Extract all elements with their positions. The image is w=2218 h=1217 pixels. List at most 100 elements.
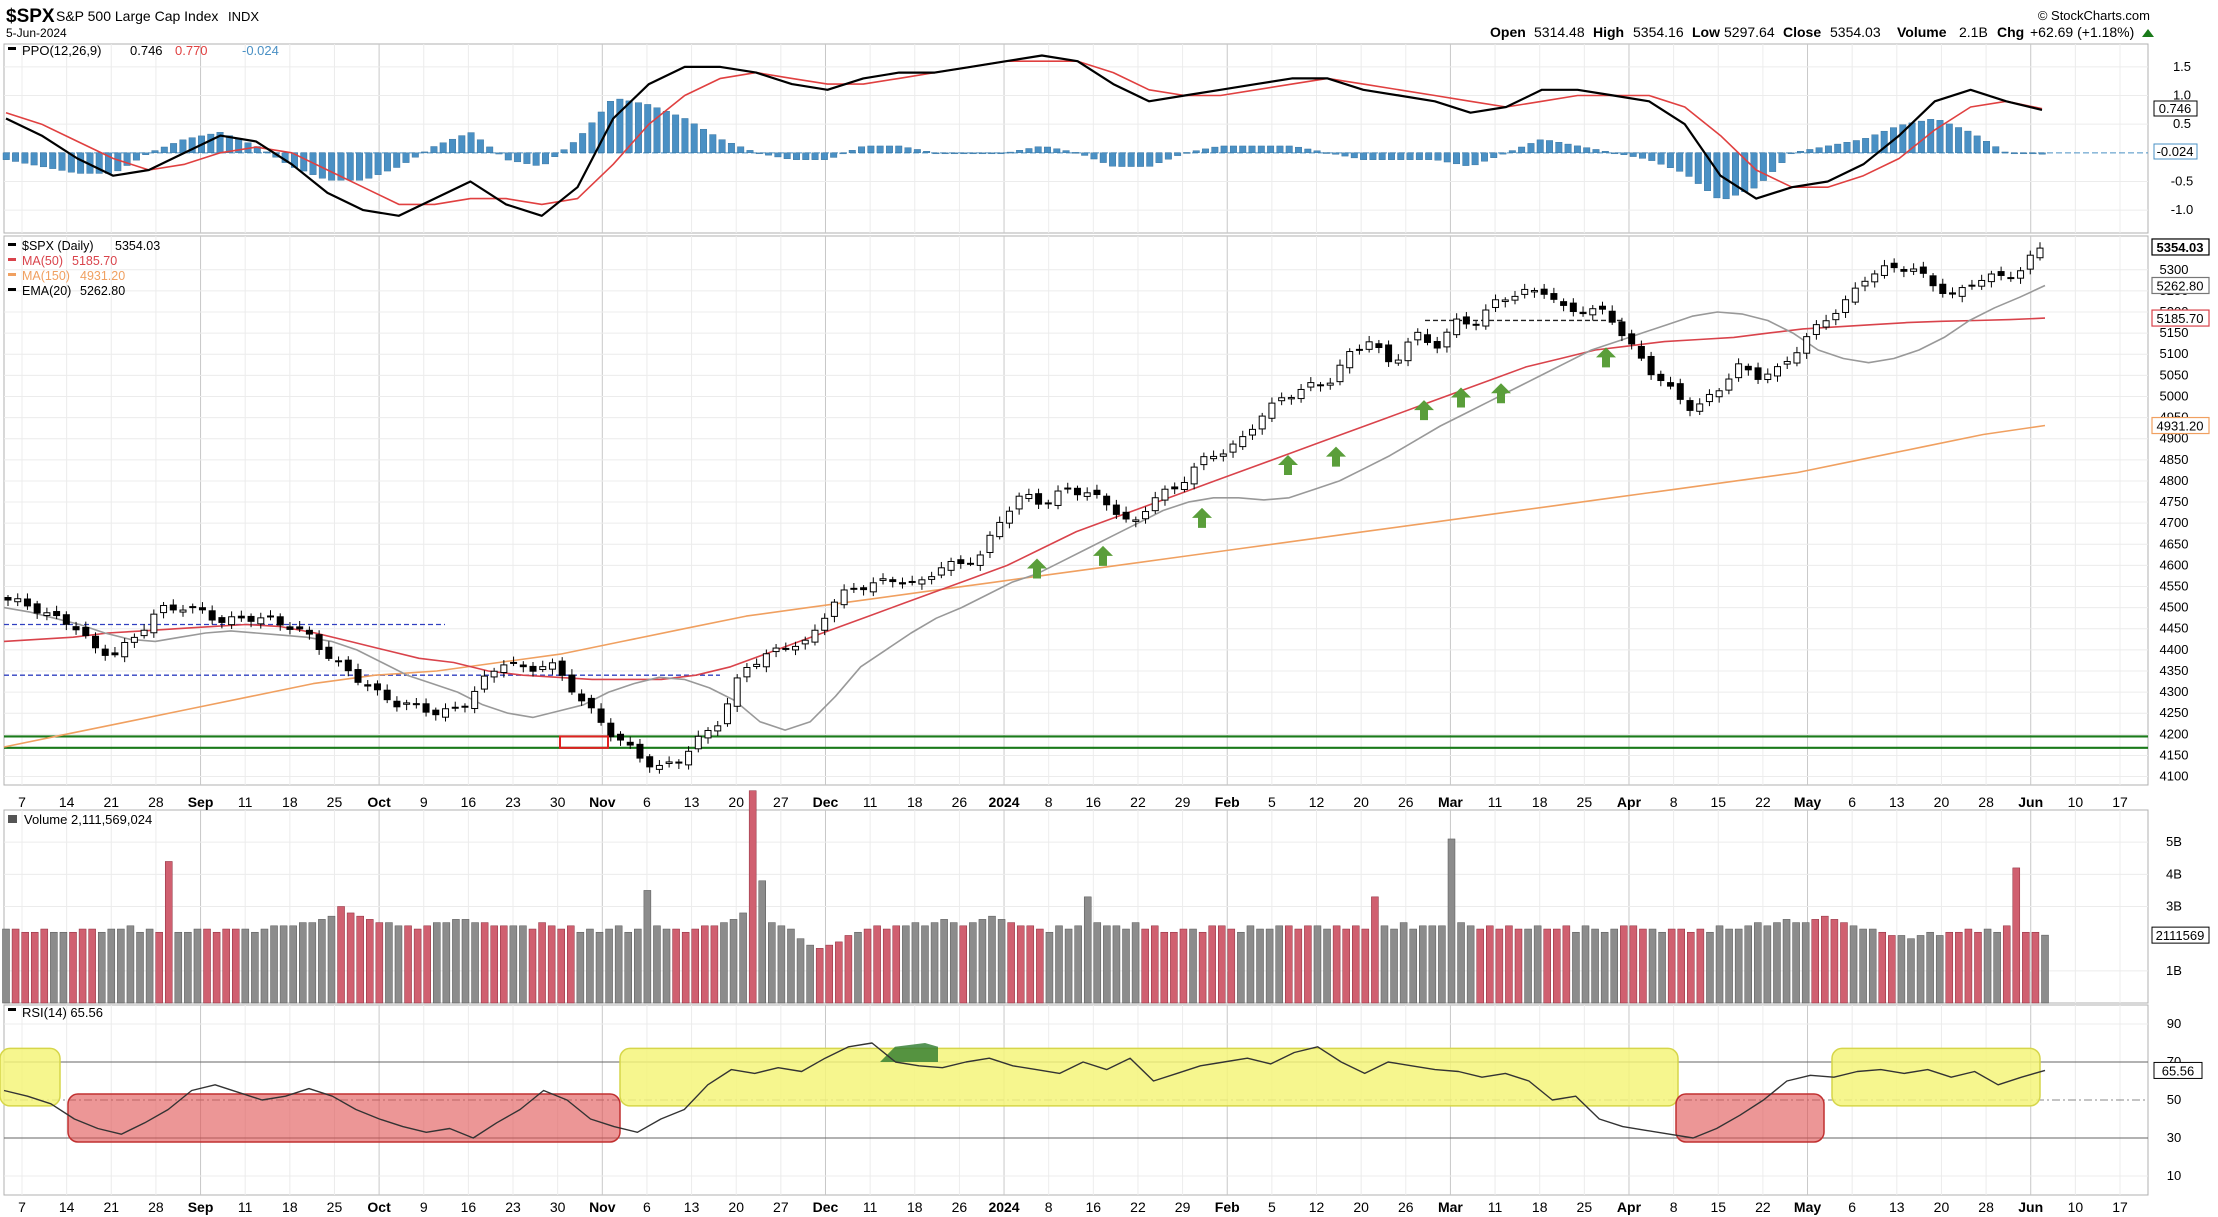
x-tick-label: 6 (1848, 794, 1856, 810)
volume-bar (835, 941, 843, 1004)
x-tick-label: 30 (550, 1199, 566, 1215)
volume-bar (212, 931, 221, 1004)
volume-bar (500, 925, 508, 1004)
volume-bar (126, 925, 135, 1004)
candle-body (1287, 397, 1295, 400)
price-last-label: 5354.03 (2157, 240, 2204, 255)
candle-body (1229, 443, 1237, 453)
volume-bar (241, 928, 250, 1004)
ppo-histogram-bar (1378, 152, 1386, 160)
candle-body (723, 703, 731, 725)
x-tick-label: 22 (1755, 794, 1771, 810)
price-legend-value: 5262.80 (80, 284, 125, 298)
candle-body (169, 604, 177, 611)
volume-bar (1371, 896, 1379, 1004)
candle-body (1647, 355, 1655, 376)
x-tick-label: 26 (952, 1199, 968, 1215)
volume-bar (1658, 931, 1666, 1004)
candle-body (1890, 262, 1898, 269)
volume-bar (59, 931, 68, 1004)
ppo-histogram-bar (988, 152, 996, 155)
ppo-histogram-bar (1592, 149, 1600, 154)
candle-body (1015, 495, 1023, 510)
price-legend-value: 5185.70 (72, 254, 117, 268)
ppo-histogram-bar (1824, 145, 1832, 154)
candle-body (1851, 287, 1859, 303)
ppo-histogram-bar (225, 135, 233, 154)
volume-bar (1112, 925, 1121, 1004)
volume-bar (567, 925, 575, 1004)
volume-bar (471, 922, 479, 1004)
volume-bar (1792, 922, 1800, 1004)
candle-body (121, 641, 129, 658)
ppo-histogram-bar (681, 118, 689, 154)
price-tick-label: 5150 (2160, 325, 2189, 340)
candle-body (53, 611, 61, 617)
candle-body (918, 579, 926, 585)
ppo-histogram-bar (1611, 152, 1619, 155)
candle-body (1715, 390, 1723, 398)
candle-body (354, 669, 362, 683)
volume-bar (1189, 928, 1197, 1004)
ppo-histogram-bar (858, 146, 866, 154)
candle-body (1005, 510, 1013, 524)
ppo-histogram-bar (718, 139, 726, 154)
volume-bar (1648, 928, 1657, 1004)
volume-bar (136, 931, 144, 1004)
ppo-histogram-bar (1676, 152, 1684, 172)
volume-value: 2.1B (1959, 24, 1988, 40)
ppo-histogram-bar (476, 139, 484, 154)
chg-value: +62.69 (+1.18%) (2030, 24, 2134, 40)
x-tick-label: Apr (1617, 1199, 1642, 1215)
candle-body (305, 629, 313, 635)
ppo-histogram-bar (1071, 152, 1079, 154)
chart-date: 5-Jun-2024 (6, 26, 67, 40)
volume-bar (882, 928, 891, 1004)
x-tick-label: 10 (2068, 1199, 2084, 1215)
volume-bar (270, 925, 278, 1004)
volume-bar (720, 922, 728, 1004)
ppo-histogram-bar (1267, 145, 1275, 154)
ppo-histogram-bar (755, 152, 763, 155)
rsi-tick-label: 10 (2167, 1168, 2181, 1183)
ppo-histogram-bar (662, 111, 670, 154)
candle-body (403, 702, 411, 705)
x-tick-label: 8 (1670, 1199, 1678, 1215)
ppo-histogram-bar (1137, 152, 1144, 167)
rsi-last-box (2153, 1061, 2203, 1079)
candle-body (1812, 324, 1820, 335)
x-tick-label: 16 (1086, 1199, 1102, 1215)
ppo-histogram-bar (1843, 142, 1851, 154)
ppo-histogram-bar (318, 152, 326, 179)
ppo-histogram-bar (439, 142, 447, 154)
volume-bar (959, 925, 968, 1004)
ppo-histogram-bar (1648, 152, 1656, 161)
x-tick-label: 11 (863, 1199, 878, 1215)
ppo-histogram-bar (690, 123, 698, 154)
volume-bar (1198, 931, 1207, 1004)
candle-body (179, 609, 187, 613)
price-tick-label: 4200 (2160, 726, 2189, 741)
volume-bar (902, 925, 910, 1004)
candle-body (315, 634, 323, 650)
rsi-oversold-box (67, 1093, 621, 1143)
rsi-overbought-fill (880, 1043, 938, 1062)
ppo-histogram-bar (170, 143, 178, 154)
volume-bar (1562, 925, 1571, 1004)
ppo-histogram-bar (1006, 151, 1014, 154)
ppo-histogram-bar (569, 142, 577, 154)
volume-bar (318, 919, 326, 1004)
ppo-histogram-bar (793, 152, 800, 160)
volume-bar (1639, 928, 1647, 1004)
candle-body (130, 636, 138, 643)
volume-bar (653, 925, 661, 1004)
close-label: Close (1783, 24, 1821, 40)
volume-bar (1036, 928, 1044, 1004)
ppo-histogram-bar (951, 152, 958, 155)
candle-body (1939, 283, 1947, 294)
ppo-histogram-bar (1769, 152, 1777, 172)
volume-bar (69, 931, 77, 1004)
ppo-histogram-bar (1062, 150, 1070, 154)
candle-body (1667, 382, 1675, 387)
candle-body (733, 677, 741, 707)
